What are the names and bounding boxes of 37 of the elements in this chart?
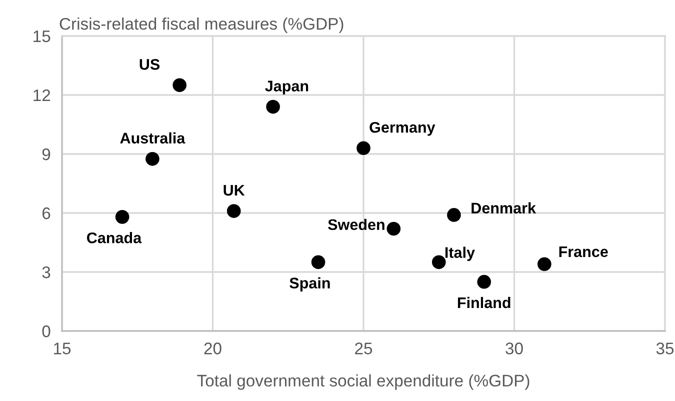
point: [477, 274, 492, 289]
y-tick-label: 3: [42, 266, 50, 278]
x-tick-label: 30: [506, 342, 523, 354]
annotation: UK: [224, 185, 245, 196]
annotation: Finland: [458, 296, 510, 308]
point: [386, 222, 401, 236]
point: [266, 100, 280, 114]
annotation: Sweden: [328, 218, 384, 230]
x-tick-label: 35: [656, 342, 674, 354]
annotation: Canada: [87, 232, 142, 244]
point: [447, 208, 461, 222]
point: [146, 152, 160, 166]
annotation: France: [559, 246, 608, 258]
x-axis-title: Total government social expenditure (%GDP): [197, 374, 530, 390]
annotation: Italy: [445, 246, 475, 261]
y-axis-title: Crisis-related fiscal measures (%GDP): [60, 18, 344, 34]
point: [226, 204, 241, 218]
y-tick-label: 6: [42, 207, 50, 220]
y-tick-label: 0: [42, 325, 50, 338]
annotation: Japan: [265, 80, 308, 94]
point: [432, 255, 446, 270]
annotation: US: [140, 59, 160, 70]
annotation: Denmark: [472, 202, 536, 214]
point: [172, 78, 186, 92]
annotation: Spain: [290, 277, 330, 292]
x-tick-label: 20: [204, 342, 222, 354]
y-tick-label: 9: [42, 148, 50, 160]
x-tick-label: 15: [54, 342, 71, 354]
y-tick-label: 12: [34, 89, 50, 102]
y-tick-label: 15: [34, 30, 50, 42]
point: [537, 257, 552, 272]
annotation: Germany: [370, 122, 436, 136]
annotation: Australia: [120, 132, 186, 144]
x-tick-label: 25: [355, 342, 372, 354]
point: [311, 255, 326, 270]
point: [356, 141, 370, 156]
point: [115, 210, 130, 224]
